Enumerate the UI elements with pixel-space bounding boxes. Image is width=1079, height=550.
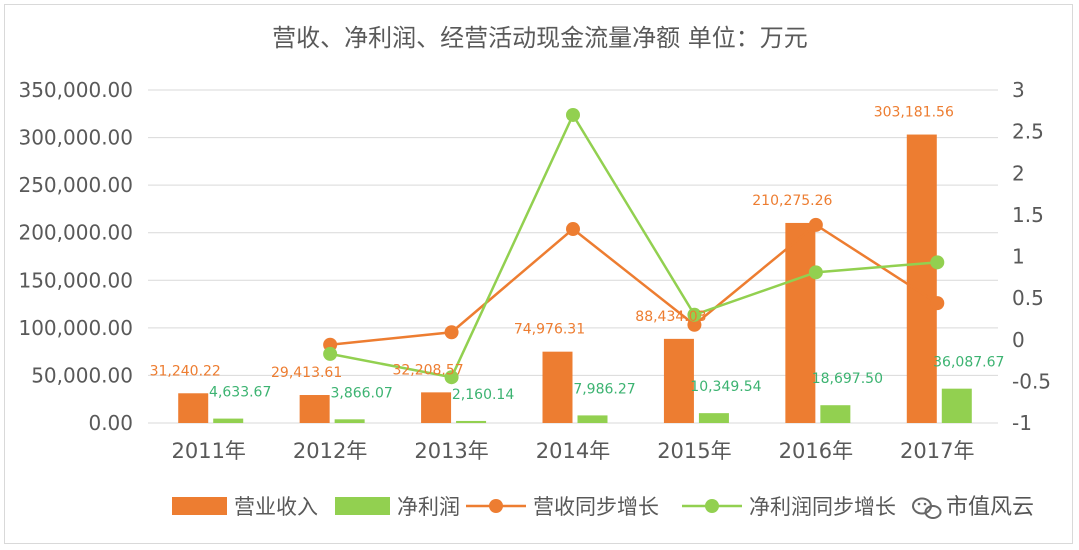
bar-net-profit (213, 418, 244, 423)
x-tick-label: 2012年 (293, 439, 367, 463)
legend-label: 营收同步增长 (533, 495, 659, 519)
lines-layer (323, 107, 945, 385)
point-net-profit-growth (808, 265, 823, 280)
x-tick-label: 2014年 (536, 439, 610, 463)
y-right-tick-label: -0.5 (1012, 369, 1051, 393)
legend-label: 净利润 (397, 495, 460, 519)
legend-label: 营业收入 (234, 495, 318, 519)
bar-net-profit (941, 388, 972, 423)
data-label: 36,087.67 (933, 355, 1004, 371)
y-right-tick-label: 1 (1012, 245, 1025, 269)
data-label: 74,976.31 (514, 322, 585, 338)
data-label: 32,208.57 (392, 362, 463, 378)
data-label: 210,275.26 (752, 193, 832, 209)
y-left-tick-label: 50,000.00 (31, 363, 133, 387)
data-label: 31,240.22 (150, 363, 221, 379)
bar-net-profit (577, 415, 608, 423)
bar-net-profit (456, 420, 487, 423)
data-label: 29,413.61 (271, 365, 342, 381)
bar-net-profit (334, 419, 365, 423)
legend-swatch (335, 497, 390, 515)
x-tick-label: 2017年 (900, 439, 974, 463)
legend-label: 净利润同步增长 (749, 495, 896, 519)
point-revenue-growth (930, 296, 945, 311)
y-right-tick-label: 3 (1012, 78, 1025, 102)
line-net-profit-growth (329, 112, 938, 379)
point-revenue-growth (808, 217, 823, 232)
data-label: 3,866.07 (330, 385, 392, 401)
y-left-tick-label: 150,000.00 (18, 268, 133, 292)
bars-layer (178, 134, 972, 423)
y-right-tick-label: 1.5 (1012, 203, 1044, 227)
point-revenue-growth (444, 325, 459, 340)
legend-swatch-marker (489, 499, 503, 513)
y-left-tick-label: 250,000.00 (18, 173, 133, 197)
legend-swatch (172, 497, 227, 515)
bar-revenue (299, 395, 330, 423)
data-label: 2,160.14 (452, 387, 514, 403)
data-label: 4,633.67 (209, 385, 271, 401)
legend: 营业收入 净利润 营收同步增长 净利润同步增长 (172, 495, 896, 519)
data-label: 18,697.50 (812, 371, 883, 387)
axis-layer: 0.00 50,000.00 100,000.00 150,000.00 200,000… (18, 78, 1051, 463)
y-left-tick-label: 100,000.00 (18, 316, 133, 340)
point-net-profit-growth (566, 107, 580, 122)
y-right-tick-label: 0 (1012, 328, 1025, 352)
bar-net-profit (698, 413, 729, 423)
point-net-profit-growth (444, 370, 459, 385)
y-right-tick-label: -1 (1012, 411, 1032, 435)
x-tick-label: 2011年 (171, 439, 245, 463)
data-label: 88,434.03 (635, 309, 706, 325)
chart-title: 营收、净利润、经营活动现金流量净额 单位：万元 (272, 24, 808, 52)
legend-swatch-marker (705, 499, 719, 513)
bar-revenue (663, 338, 694, 423)
chart-frame (4, 4, 1073, 544)
data-label: 10,349.54 (690, 379, 761, 395)
bar-net-profit (820, 405, 851, 423)
point-net-profit-growth (323, 346, 338, 361)
line-revenue-growth (330, 223, 938, 346)
bar-revenue (542, 351, 573, 423)
grid-layer (148, 89, 998, 424)
watermark: 市值风云 (912, 495, 1034, 520)
wechat-icon (912, 497, 942, 519)
point-net-profit-growth (930, 255, 945, 270)
x-tick-label: 2016年 (779, 439, 853, 463)
bar-revenue (178, 393, 209, 423)
y-left-tick-label: 300,000.00 (18, 126, 133, 150)
y-right-tick-label: 2 (1012, 161, 1025, 185)
data-label: 303,181.56 (874, 105, 954, 121)
watermark-text: 市值风云 (946, 495, 1034, 520)
y-right-tick-label: 2.5 (1012, 120, 1044, 144)
bar-revenue (906, 134, 937, 423)
x-tick-label: 2015年 (657, 439, 731, 463)
bar-revenue (785, 222, 816, 423)
point-revenue-growth (566, 222, 580, 237)
y-left-tick-label: 200,000.00 (18, 221, 133, 245)
x-tick-label: 2013年 (414, 439, 488, 463)
bar-revenue (421, 392, 452, 423)
y-right-tick-label: 0.5 (1012, 286, 1044, 310)
point-revenue-growth (687, 317, 702, 332)
labels-layer: 31,240.22 29,413.61 32,208.57 74,976.31 88,4… (150, 105, 1005, 403)
y-left-tick-label: 0.00 (88, 411, 133, 435)
point-net-profit-growth (687, 307, 702, 322)
data-label: 7,986.27 (573, 381, 635, 397)
y-left-tick-label: 350,000.00 (18, 78, 133, 102)
